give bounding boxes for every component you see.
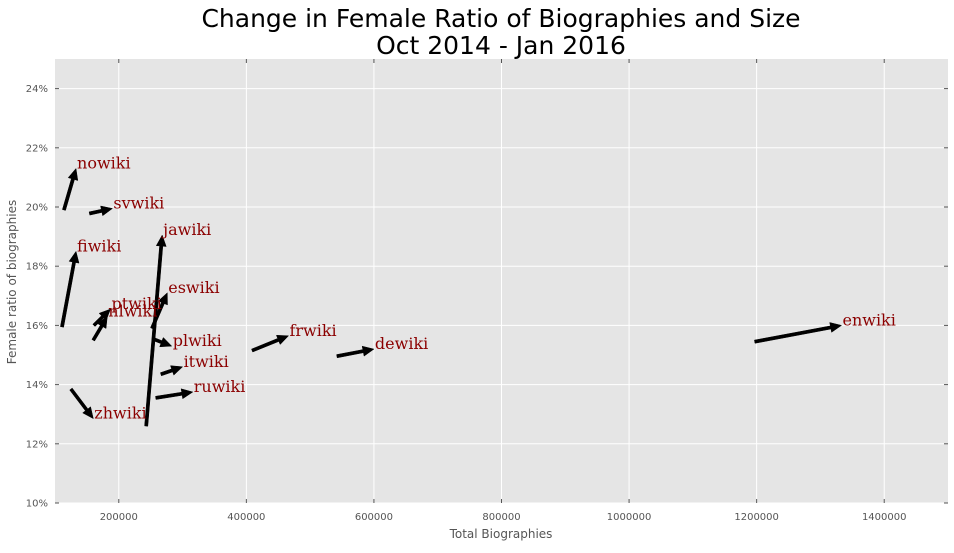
label-nlwiki: nlwiki — [108, 302, 157, 321]
arrow-fiwiki — [60, 250, 80, 328]
arrow-ruwiki — [155, 388, 194, 400]
x-tick-label: 400000 — [227, 512, 265, 523]
label-ruwiki: ruwiki — [194, 377, 246, 396]
y-tick-label: 16% — [26, 321, 48, 332]
x-tick-label: 1200000 — [734, 512, 779, 523]
label-fiwiki: fiwiki — [77, 236, 121, 255]
y-tick-label: 12% — [26, 439, 48, 450]
label-nowiki: nowiki — [77, 154, 131, 173]
x-tick-label: 800000 — [482, 512, 520, 523]
arrow-ptwiki — [92, 308, 111, 327]
label-zhwiki: zhwiki — [94, 404, 146, 423]
label-plwiki: plwiki — [173, 331, 222, 350]
arrow-nowiki — [62, 167, 79, 211]
chart-title-line-2: Oct 2014 - Jan 2016 — [376, 31, 626, 60]
label-jawiki: jawiki — [161, 220, 211, 239]
arrow-enwiki — [754, 322, 843, 344]
x-tick-label: 200000 — [100, 512, 138, 523]
label-dewiki: dewiki — [375, 334, 428, 353]
label-itwiki: itwiki — [184, 352, 229, 371]
arrow-dewiki — [336, 345, 375, 359]
label-svwiki: svwiki — [113, 193, 164, 212]
arrow-itwiki — [160, 365, 184, 377]
y-tick-label: 22% — [26, 143, 48, 154]
arrow-nlwiki — [91, 315, 108, 342]
label-frwiki: frwiki — [289, 321, 336, 340]
x-tick-label: 1000000 — [607, 512, 652, 523]
label-ptwiki: ptwiki — [111, 294, 161, 313]
y-tick-label: 14% — [26, 380, 48, 391]
y-tick-label: 24% — [26, 84, 48, 95]
arrow-svwiki — [88, 205, 113, 217]
arrow-frwiki — [251, 335, 290, 353]
y-tick-label: 18% — [26, 262, 48, 273]
x-tick-label: 600000 — [355, 512, 393, 523]
y-tick-label: 10% — [26, 499, 48, 510]
arrow-zhwiki — [69, 387, 94, 420]
y-axis-label: Female ratio of biographies — [5, 200, 19, 364]
x-axis-label: Total Biographies — [449, 527, 553, 541]
label-enwiki: enwiki — [842, 310, 895, 329]
label-eswiki: eswiki — [168, 278, 219, 297]
arrow-jawiki — [144, 234, 167, 427]
chart-title-line-1: Change in Female Ratio of Biographies an… — [201, 4, 800, 33]
x-tick-label: 1400000 — [862, 512, 907, 523]
y-tick-label: 20% — [26, 203, 48, 214]
